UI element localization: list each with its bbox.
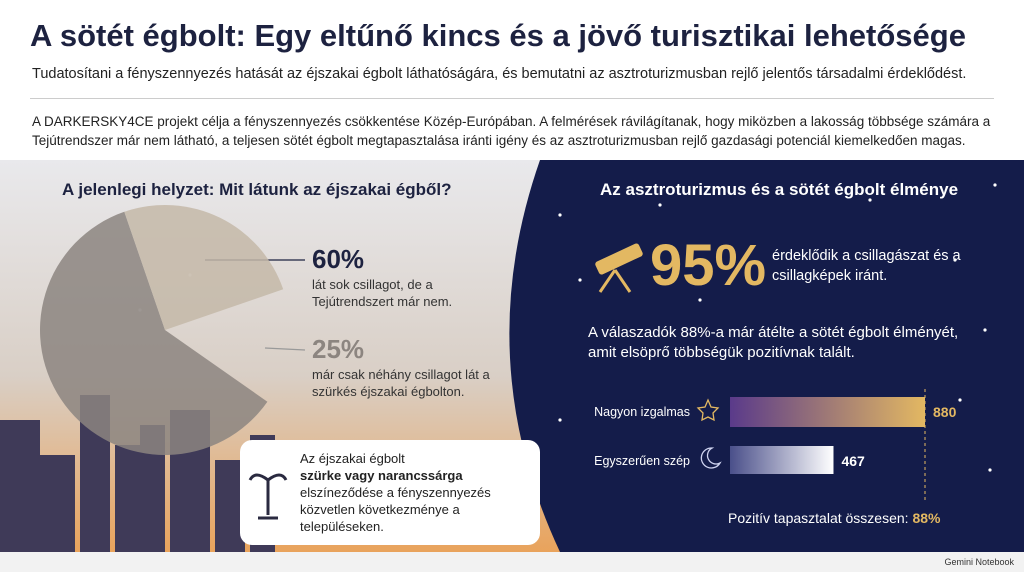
bar-category: Nagyon izgalmas xyxy=(594,405,690,419)
callout: Az éjszakai égbolt szürke vagy narancssá… xyxy=(300,450,530,535)
left-heading: A jelenlegi helyzet: Mit látunk az éjsza… xyxy=(62,180,452,199)
callout-emphasis: szürke vagy narancssárga xyxy=(300,468,463,483)
star xyxy=(188,273,192,277)
subtitle: Tudatosítani a fényszennyezés hatását az… xyxy=(32,66,967,82)
city-silhouette xyxy=(0,395,275,552)
summary-label: Pozitív tapasztalat összesen: 88% xyxy=(728,510,940,526)
bar xyxy=(730,397,925,427)
star xyxy=(558,418,562,422)
footer-bar xyxy=(0,552,1024,572)
right-heading: Az asztroturizmus és a sötét égbolt élmé… xyxy=(600,180,959,199)
star xyxy=(138,308,142,312)
stat-value: 95% xyxy=(650,233,767,298)
summary-text: Pozitív tapasztalat összesen: xyxy=(728,510,909,526)
footer: Gemini Notebook xyxy=(944,557,1014,567)
moon-icon xyxy=(700,447,722,469)
star-icon xyxy=(696,398,720,422)
pie-slice xyxy=(124,205,284,330)
star xyxy=(993,183,997,187)
pie-slice xyxy=(40,211,268,455)
divider xyxy=(30,98,994,99)
bar-title: A válaszadók 88%-a már átélte a sötét ég… xyxy=(588,324,959,361)
star xyxy=(558,213,562,217)
star xyxy=(658,203,662,207)
pie-category: lát sok csillagot, de a Tejútrendszert m… xyxy=(312,277,453,309)
title: A sötét égbolt: Egy eltűnő kincs és a jö… xyxy=(30,18,966,53)
pie-value-label: 25% xyxy=(312,334,365,364)
callout-rest: elszíneződése a fényszennyezés közvetlen… xyxy=(300,485,491,534)
star xyxy=(578,278,582,282)
pie-category: már csak néhány csillagot lát a szürkés … xyxy=(312,367,490,399)
callout-line: Az éjszakai égbolt xyxy=(300,451,405,466)
lamp-icon xyxy=(248,473,288,520)
telescope-icon xyxy=(595,243,643,293)
bar-value-label: 880 xyxy=(933,404,957,420)
star xyxy=(988,468,992,472)
stat-text: érdeklődik a csillagászat és a csillagké… xyxy=(772,248,961,284)
summary-value: 88% xyxy=(912,510,941,526)
star xyxy=(958,398,962,402)
intro: A DARKERSKY4CE projekt célja a fényszenn… xyxy=(32,114,991,148)
bar xyxy=(730,446,834,474)
bar-value-label: 467 xyxy=(841,453,865,469)
pie-value-label: 60% xyxy=(312,244,365,274)
leader-line xyxy=(264,347,306,351)
bar-category: Egyszerűen szép xyxy=(594,454,690,468)
